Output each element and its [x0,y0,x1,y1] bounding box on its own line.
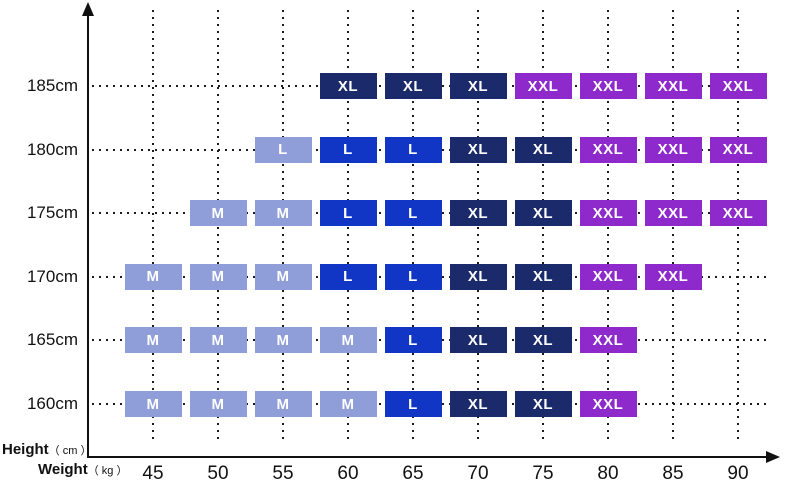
weight-tick-label: 85 [662,463,684,484]
size-cell-175cm-70: XL [449,200,507,227]
weight-tick-label: 55 [272,463,294,484]
height-tick-label: 180cm [26,139,78,159]
weight-tick-label: 80 [597,463,619,484]
size-cell-185cm-85: XXL [644,73,702,99]
x-axis-title-text: Weight [38,461,88,478]
size-cell-175cm-90: XXL [709,200,767,227]
size-cell-165cm-70: XL [449,327,507,354]
size-cell-165cm-45: M [124,327,182,354]
size-cell-160cm-50: M [189,391,247,417]
x-axis-arrow-icon [766,451,780,463]
y-axis-line [87,12,89,458]
weight-tick-label: 75 [532,463,554,484]
height-tick-label: 185cm [26,76,78,95]
y-axis-arrow-icon [82,2,94,16]
size-cell-180cm-60: L [319,136,377,163]
weight-tick-label: 70 [467,463,489,484]
weight-tick-label: 45 [142,463,164,484]
size-cell-185cm-80: XXL [579,73,637,99]
size-cell-160cm-70: XL [449,391,507,417]
size-cell-165cm-60: M [319,327,377,354]
size-cell-165cm-65: L [384,327,442,354]
size-cell-175cm-50: M [189,200,247,227]
size-cell-180cm-55: L [254,136,312,163]
height-tick-label: 170cm [26,266,78,286]
weight-tick-label: 50 [207,463,229,484]
size-cell-160cm-80: XXL [579,391,637,417]
size-cell-170cm-80: XXL [579,263,637,290]
size-cell-170cm-50: M [189,263,247,290]
size-cell-180cm-85: XXL [644,136,702,163]
size-cell-175cm-80: XXL [579,200,637,227]
size-cell-170cm-70: XL [449,263,507,290]
size-cell-160cm-60: M [319,391,377,417]
x-axis-title-unit: （ kg ） [87,465,128,477]
size-cell-180cm-75: XL [514,136,572,163]
size-cell-180cm-80: XXL [579,136,637,163]
size-cell-180cm-65: L [384,136,442,163]
weight-tick-label: 65 [402,463,424,484]
size-cell-170cm-65: L [384,263,442,290]
height-tick-label: 165cm [26,330,78,350]
size-cell-175cm-85: XXL [644,200,702,227]
size-cell-170cm-75: XL [514,263,572,290]
size-cell-170cm-45: M [124,263,182,290]
weight-tick-label: 60 [337,463,359,484]
grid-vline-45 [152,10,154,442]
size-cell-165cm-80: XXL [579,327,637,354]
y-axis-title-text: Height [2,441,49,458]
size-cell-165cm-75: XL [514,327,572,354]
size-cell-185cm-75: XXL [514,73,572,99]
weight-tick-label: 90 [727,463,749,484]
size-cell-175cm-75: XL [514,200,572,227]
x-axis-line [88,456,770,458]
size-cell-165cm-55: M [254,327,312,354]
size-cell-185cm-90: XXL [709,73,767,99]
size-cell-185cm-70: XL [449,73,507,99]
size-cell-170cm-85: XXL [644,263,702,290]
x-axis-title: Weight（ kg ） [38,461,127,479]
size-cell-185cm-65: XL [384,73,442,99]
size-cell-160cm-75: XL [514,391,572,417]
size-cell-175cm-65: L [384,200,442,227]
size-cell-170cm-55: M [254,263,312,290]
size-cell-170cm-60: L [319,263,377,290]
size-cell-175cm-55: M [254,200,312,227]
height-tick-label: 160cm [26,394,78,413]
size-cell-180cm-70: XL [449,136,507,163]
size-cell-180cm-90: XXL [709,136,767,163]
y-axis-title: Height（ cm ） [2,441,91,459]
size-cell-160cm-55: M [254,391,312,417]
size-cell-160cm-45: M [124,391,182,417]
size-cell-185cm-60: XL [319,73,377,99]
size-cell-165cm-50: M [189,327,247,354]
size-cell-160cm-65: L [384,391,442,417]
height-tick-label: 175cm [26,203,78,223]
size-cell-175cm-60: L [319,200,377,227]
y-axis-title-unit: （ cm ） [48,445,92,457]
